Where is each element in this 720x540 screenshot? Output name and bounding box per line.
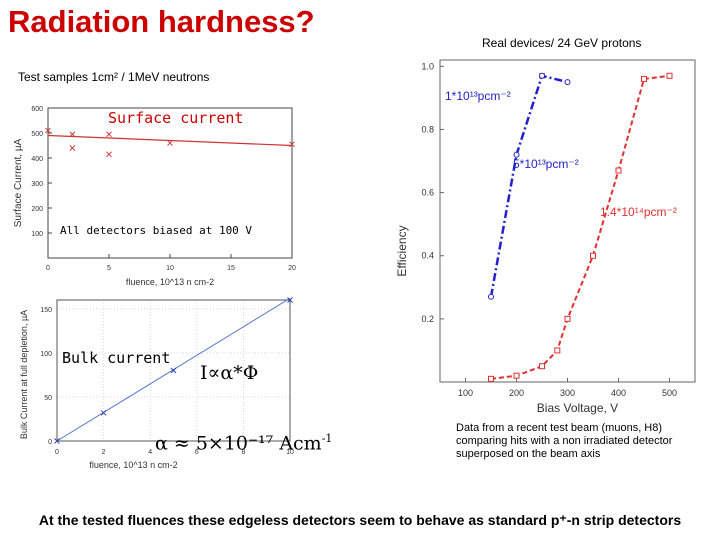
data-point — [289, 141, 295, 148]
data-point — [106, 151, 112, 158]
efficiency-chart: 100 200 300 400 500 0.2 0.4 0.6 0.8 1.0 Bias Volta… — [395, 59, 696, 415]
data-point-5e13 — [513, 151, 520, 158]
y-axis-label: Surface Current, µA — [13, 138, 24, 227]
y-tick-label: 200 — [31, 206, 43, 213]
y-tick-label: 0.6 — [421, 188, 434, 198]
data-point-1p4e14 — [564, 315, 571, 322]
data-point-1p4e14 — [539, 363, 545, 370]
data-point — [100, 409, 107, 416]
y-tick-label: 100 — [40, 351, 52, 358]
fit-line — [56, 297, 291, 442]
alpha-formula-text: α ≈ 5×10⁻¹⁷ Acm — [155, 432, 322, 455]
data-point-1p4e14 — [641, 75, 647, 82]
x-tick-label: 2 — [102, 449, 106, 456]
y-axis-label: Bulk Current at full depletion, µA — [19, 310, 29, 439]
x-tick-label: 10 — [286, 449, 294, 456]
x-tick-label: 8 — [241, 449, 245, 456]
y-tick-label: 0 — [48, 439, 52, 446]
y-tick-label: 600 — [31, 106, 43, 113]
y-tick-label: 50 — [44, 395, 52, 402]
data-point-5e13 — [488, 293, 494, 300]
y-tick-label: 1.0 — [421, 61, 434, 71]
x-tick-label: 0 — [55, 449, 59, 456]
x-tick-label: 4 — [148, 449, 152, 456]
plot-frame — [56, 299, 291, 442]
series-1p4e14-line — [490, 74, 670, 380]
plot-frame — [439, 59, 696, 383]
data-point — [69, 145, 76, 151]
alpha-formula-exponent: -1 — [321, 432, 333, 445]
x-tick-label: 10 — [166, 265, 174, 272]
y-tick-label: 100 — [31, 231, 43, 238]
x-tick-label: 400 — [611, 388, 626, 398]
alpha-formula: α ≈ 5×10⁻¹⁷ Acm-1 — [155, 432, 332, 454]
data-point-1p4e14 — [488, 375, 494, 382]
data-point — [45, 127, 51, 134]
data-point-1p4e14 — [615, 167, 622, 174]
series-label: 1*10¹³pcm⁻² — [445, 89, 511, 103]
data-point-1p4e14 — [590, 252, 596, 259]
data-point-5e13 — [564, 79, 571, 86]
test-beam-note: Data from a recent test beam (muons, H8)… — [456, 422, 673, 460]
data-point — [54, 438, 60, 444]
y-tick-label: 400 — [31, 156, 43, 163]
x-axis-label: fluence, 10^13 n cm-2 — [89, 460, 177, 470]
y-tick-label: 0.8 — [421, 124, 434, 134]
y-tick-label: 500 — [31, 131, 43, 138]
series-label: 1.4*10¹⁴pcm⁻² — [600, 205, 677, 219]
data-point-1p4e14 — [554, 347, 561, 354]
data-point — [167, 140, 173, 146]
data-point — [170, 367, 177, 374]
proportionality-formula: I∝α*Φ — [200, 362, 259, 384]
data-point — [287, 297, 293, 303]
data-point — [106, 131, 112, 138]
x-tick-label: 100 — [458, 388, 473, 398]
slide-title: Radiation hardness? — [8, 4, 315, 39]
bias-note: All detectors biased at 100 V — [60, 224, 253, 237]
surface-current-label: Surface current — [108, 109, 244, 127]
surface-current-chart: 0 5 10 15 20 100 200 300 400 500 600 fluence, 10^13… — [13, 106, 296, 287]
conclusion-text: At the tested fluences these edgeless de… — [38, 512, 682, 528]
x-axis-label: Bias Voltage, V — [537, 401, 618, 415]
test-samples-caption: Test samples 1cm² / 1MeV neutrons — [18, 70, 210, 84]
x-tick-label: 6 — [195, 449, 199, 456]
x-tick-label: 15 — [227, 265, 235, 272]
x-tick-label: 300 — [560, 388, 575, 398]
x-tick-label: 5 — [107, 265, 111, 272]
x-tick-label: 200 — [509, 388, 524, 398]
series-label: 5*10¹³pcm⁻² — [513, 157, 579, 171]
data-point-1p4e14 — [666, 72, 673, 79]
data-point — [69, 131, 76, 138]
data-point-5e13 — [539, 72, 545, 79]
bulk-current-label: Bulk current — [62, 349, 171, 367]
x-tick-label: 20 — [288, 265, 296, 272]
y-tick-label: 300 — [31, 181, 43, 188]
x-tick-label: 0 — [46, 265, 50, 272]
y-tick-label: 150 — [40, 307, 52, 314]
y-tick-label: 0.2 — [421, 314, 434, 324]
series-5e13-line — [489, 74, 568, 297]
y-tick-label: 0.4 — [421, 251, 434, 261]
y-axis-label: Efficiency — [395, 225, 409, 276]
fit-line — [47, 134, 293, 147]
data-point-1p4e14 — [513, 372, 520, 379]
x-axis-label: fluence, 10^13 n cm-2 — [126, 277, 214, 287]
efficiency-caption: Real devices/ 24 GeV protons — [482, 36, 642, 50]
x-tick-label: 500 — [662, 388, 677, 398]
